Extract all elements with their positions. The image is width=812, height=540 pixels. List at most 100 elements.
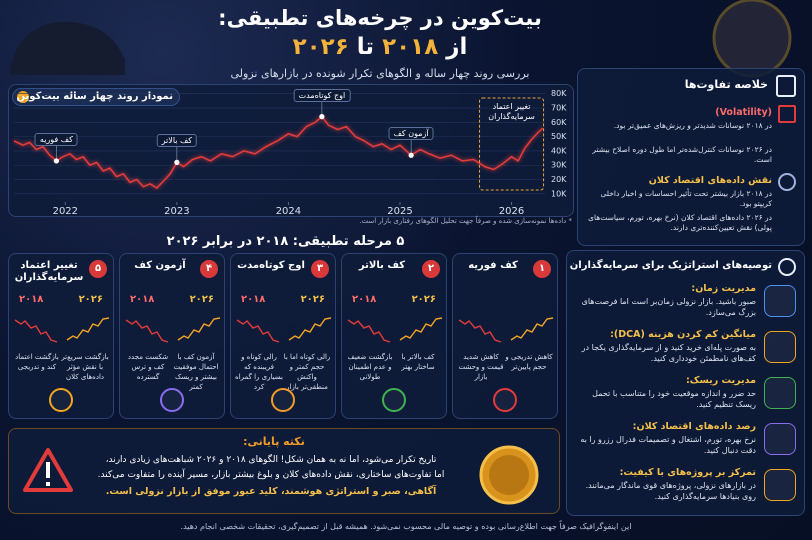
tip-text: به صورت پله‌ای خرید کنید و از سرمایه‌گذا…	[581, 343, 756, 363]
stage-title: اوج کوتاه‌مدت	[237, 260, 305, 271]
stage-icon	[49, 388, 73, 412]
stage-card: ۴ آزمون کف ۲۰۱۸ ۲۰۲۶ شکست مجدد کف و ترس گستر…	[119, 253, 225, 419]
chart-note: * داده‌ها نمونه‌سازی شده و صرفاً جهت تحل…	[359, 217, 572, 225]
chart: 10K 20K 30K 40K 50K 60K 70K 80K 2022 2023 2024 2025…	[13, 89, 567, 217]
title-from: از	[446, 34, 468, 60]
tip-text: صبور باشید. بازار نزولی زمان‌بر است اما …	[581, 297, 756, 317]
target-icon	[778, 258, 796, 276]
stage-icon	[271, 388, 295, 412]
x-tick-label: 2022	[53, 206, 78, 217]
subtitle: بررسی روند چهار ساله و الگوهای تکرار شون…	[230, 67, 530, 80]
x-tick-label: 2026	[499, 206, 524, 217]
y-tick-label: 80K	[551, 89, 567, 98]
annotation-marker	[174, 159, 180, 165]
annotation-marker	[408, 152, 414, 158]
price-line	[13, 115, 544, 189]
year-label: ۲۰۲۶	[300, 294, 325, 305]
annotation-label: اوج کوتاه‌مدت	[293, 88, 351, 102]
stage-text-2018: کاهش شدید قیمت و وحشت بازار	[458, 353, 504, 381]
stage-text-2018: بازگشت اعتماد کند و تدریجی	[15, 353, 59, 371]
tip-text: در بازارهای نزولی، پروژه‌های قوی ماندگار…	[585, 481, 756, 501]
tip-icon	[764, 423, 796, 455]
year-label: ۲۰۲۶	[411, 294, 436, 305]
year-label: ۲۰۲۶	[78, 294, 103, 305]
title-years: از ۲۰۱۸ تا ۲۰۲۶	[170, 34, 590, 60]
y-tick-label: 30K	[551, 161, 567, 170]
stage-card: ۵ تغییر اعتماد سرمایه‌گذاران ۲۰۱۸ ۲۰۲۶ بازگش…	[8, 253, 114, 419]
year-end: ۲۰۲۶	[292, 34, 349, 60]
stage-card: ۲ کف بالاتر ۲۰۱۸ ۲۰۲۶ بازگشت ضعیف و عدم اطمی…	[341, 253, 447, 419]
tip-title: رصد داده‌های اقتصاد کلان:	[632, 421, 756, 432]
stage-text-2026: کاهش تدریجی و حجم پایین‌تر	[505, 353, 553, 371]
year-start: ۲۰۱۸	[382, 34, 439, 60]
stages-title: ۵ مرحله تطبیقی: ۲۰۱۸ در برابر ۲۰۲۶	[166, 234, 405, 249]
differences-panel: خلاصه تفاوت‌ها (Volatility) در ۲۰۱۸ نوسان…	[577, 68, 805, 246]
stage-title: کف فوریه	[468, 260, 518, 271]
tip-text: نرخ بهره، تورم، اشتغال و تصمیمات فدرال ر…	[580, 435, 756, 455]
stage-text-2018: رالی کوتاه و فریبنده که بسیاری را گمراه …	[235, 353, 283, 391]
globe-icon	[778, 173, 796, 191]
y-tick-label: 70K	[551, 104, 567, 113]
x-tick-label: 2024	[276, 206, 301, 217]
warning-icon	[23, 448, 73, 492]
tips-title: توصیه‌های استراتژیک برای سرمایه‌گذاران	[569, 260, 772, 271]
title: بیت‌کوین در چرخه‌های تطبیقی:	[218, 6, 542, 30]
year-label: ۲۰۱۸	[130, 294, 155, 305]
tip-title: تمرکز بر پروژه‌های با کیفیت:	[619, 467, 756, 478]
stage-text-2018: شکست مجدد کف و ترس گسترده	[127, 353, 169, 381]
stage-title: تغییر اعتماد سرمایه‌گذاران	[14, 260, 84, 283]
tip-icon	[764, 285, 796, 317]
stage-text-2026: کف بالاتر با ساختار بهتر	[401, 353, 435, 371]
year-label: ۲۰۱۸	[241, 294, 266, 305]
tip-text: حد ضرر و اندازه موقعیت خود را متناسب با …	[592, 389, 756, 409]
stage-text-2018: بازگشت ضعیف و عدم اطمینان طولانی	[347, 353, 393, 381]
stage-number: ۲	[422, 260, 440, 278]
bitcoin-coin	[479, 445, 539, 505]
annotation-marker	[53, 158, 59, 164]
differences-title: خلاصه تفاوت‌ها	[684, 78, 768, 91]
chart-title: نمودار روند چهار ساله بیت‌کوین	[16, 91, 173, 102]
section-title: (Volatility)	[715, 107, 772, 118]
section-point: در ۲۰۲۶ داده‌های اقتصاد کلان (نرخ بهره، …	[588, 213, 772, 232]
y-tick-label: 20K	[551, 175, 567, 184]
footer: این اینفوگرافیک صرفاً جهت اطلاع‌رسانی بو…	[180, 522, 632, 531]
annotation-label: کف فوریه	[34, 132, 78, 146]
stage-number: ۳	[311, 260, 329, 278]
y-tick-label: 50K	[551, 132, 567, 141]
tip-icon	[764, 469, 796, 501]
mini-chart	[458, 317, 554, 343]
stage-icon	[160, 388, 184, 412]
bear-decoration	[10, 21, 125, 75]
stage-card: ۱ کف فوریه کاهش شدید قیمت و وحشت بازار کاهش…	[452, 253, 558, 419]
final-note-panel: نکته پایانی: تاریخ تکرار می‌شود، اما نه …	[8, 428, 560, 514]
y-tick-label: 40K	[551, 146, 567, 155]
tip-title: مدیریت ریسک:	[685, 375, 756, 386]
tip-icon	[764, 331, 796, 363]
mini-chart	[347, 317, 443, 343]
mini-chart	[125, 317, 221, 343]
stage-title: آزمون کف	[134, 260, 186, 271]
stage-icon	[382, 388, 406, 412]
annotation-label: کف بالاتر	[156, 134, 198, 148]
annotation-label: تغییر اعتماد سرمایه‌گذاران	[488, 102, 535, 121]
y-tick-label: 60K	[551, 118, 567, 127]
annotation-label: آزمون کف	[388, 127, 434, 141]
annotation-box	[479, 97, 545, 191]
x-tick-label: 2025	[387, 206, 412, 217]
y-tick-label: 10K	[551, 189, 567, 198]
tip-title: میانگین کم کردن هزینه (DCA):	[610, 329, 756, 340]
stage-number: ۵	[89, 260, 107, 278]
stage-text-2026: بازگشت سریع‌تر با نقش مؤثر داده‌های کلان	[61, 353, 109, 381]
section-point: در ۲۰۱۸ نوسانات شدیدتر و ریزش‌های عمیق‌ت…	[613, 121, 772, 130]
clipboard-icon	[776, 75, 796, 97]
final-note-line: تاریخ تکرار می‌شود، اما نه به همان شکل! …	[105, 455, 437, 465]
year-label: ۲۰۲۶	[189, 294, 214, 305]
stage-title: کف بالاتر	[358, 260, 406, 271]
stage-icon	[493, 388, 517, 412]
title-to: تا	[356, 34, 375, 60]
volatility-icon	[778, 105, 796, 123]
mini-chart	[14, 317, 110, 343]
final-note-emphasis: آگاهی، صبر و استراتژی هوشمند، کلید عبور …	[105, 486, 437, 497]
tip-title: مدیریت زمان:	[691, 283, 756, 294]
